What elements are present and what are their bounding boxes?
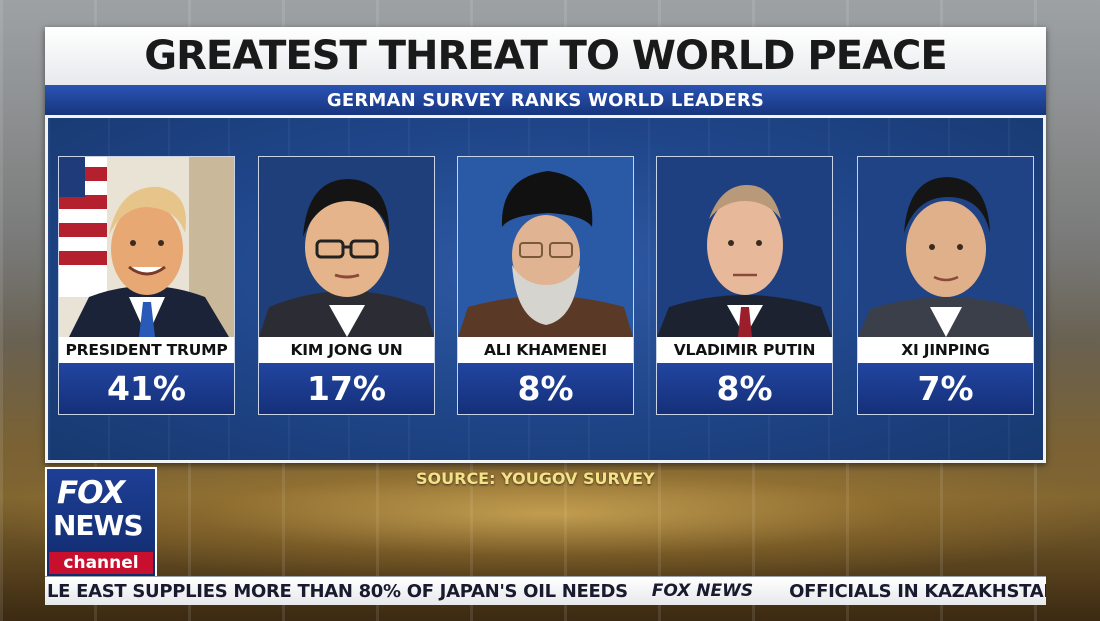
leader-percent: 8% xyxy=(716,369,773,408)
ticker-brand: FOX NEWS xyxy=(651,581,754,601)
name-label-bar: PRESIDENT TRUMP xyxy=(59,337,234,363)
percent-bar: 7% xyxy=(858,363,1033,414)
portrait-photo xyxy=(458,157,633,337)
name-label-bar: XI JINPING xyxy=(858,337,1033,363)
graphic-title: GREATEST THREAT TO WORLD PEACE xyxy=(144,33,947,79)
news-ticker: LE EAST SUPPLIES MORE THAN 80% OF JAPAN'… xyxy=(45,576,1046,605)
graphic-subtitle: GERMAN SURVEY RANKS WORLD LEADERS xyxy=(326,89,765,111)
leader-name: KIM JONG UN xyxy=(290,341,403,359)
fox-news-channel-logo: FOX NEWS channel xyxy=(45,467,157,578)
leader-card-xi: XI JINPING 7% xyxy=(857,156,1034,415)
portrait-photo xyxy=(59,157,234,337)
logo-channel-text: channel xyxy=(49,552,153,574)
leader-percent: 17% xyxy=(307,369,386,408)
source-caption: SOURCE: YOUGOV SURVEY xyxy=(416,469,655,488)
leaders-panel: PRESIDENT TRUMP 41% xyxy=(48,118,1043,460)
name-label-bar: VLADIMIR PUTIN xyxy=(657,337,832,363)
name-label-bar: ALI KHAMENEI xyxy=(458,337,633,363)
percent-bar: 17% xyxy=(259,363,434,414)
portrait-photo xyxy=(259,157,434,337)
leader-card-kim: KIM JONG UN 17% xyxy=(258,156,435,415)
survey-graphic: GREATEST THREAT TO WORLD PEACE GERMAN SU… xyxy=(45,27,1046,463)
portrait-photo xyxy=(858,157,1033,337)
leader-card-khamenei: ALI KHAMENEI 8% xyxy=(457,156,634,415)
leader-percent: 7% xyxy=(917,369,974,408)
leader-name: XI JINPING xyxy=(901,341,990,359)
percent-bar: 41% xyxy=(59,363,234,414)
leader-card-trump: PRESIDENT TRUMP 41% xyxy=(58,156,235,415)
leader-name: VLADIMIR PUTIN xyxy=(673,341,816,359)
leader-percent: 41% xyxy=(107,369,186,408)
name-label-bar: KIM JONG UN xyxy=(259,337,434,363)
leader-name: ALI KHAMENEI xyxy=(484,341,607,359)
leader-name: PRESIDENT TRUMP xyxy=(65,341,228,359)
title-bar: GREATEST THREAT TO WORLD PEACE xyxy=(45,27,1046,85)
ticker-headline-right: OFFICIALS IN KAZAKHSTAN SA xyxy=(789,580,1046,602)
studio-glow xyxy=(0,470,1100,580)
percent-bar: 8% xyxy=(458,363,633,414)
percent-bar: 8% xyxy=(657,363,832,414)
subtitle-bar: GERMAN SURVEY RANKS WORLD LEADERS xyxy=(45,85,1046,115)
ticker-headline-left: LE EAST SUPPLIES MORE THAN 80% OF JAPAN'… xyxy=(47,580,628,602)
leader-percent: 8% xyxy=(517,369,574,408)
logo-news-text: NEWS xyxy=(53,509,144,542)
logo-fox-text: FOX xyxy=(57,475,125,511)
leader-card-putin: VLADIMIR PUTIN 8% xyxy=(656,156,833,415)
portrait-photo xyxy=(657,157,832,337)
